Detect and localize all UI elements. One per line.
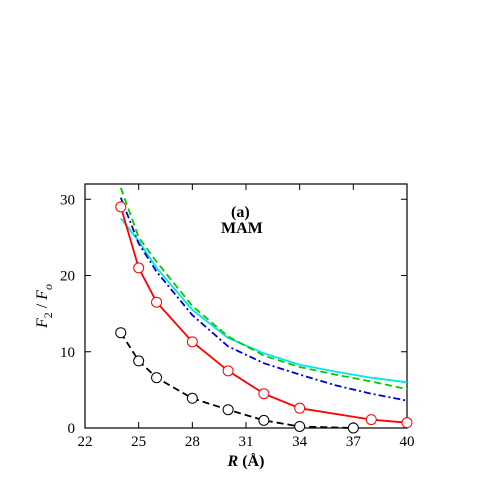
y-axis-label: F2 / Fo xyxy=(34,284,55,329)
y-axis-slash: / xyxy=(34,300,51,312)
series-4-point xyxy=(258,388,270,400)
x-axis-symbol: R xyxy=(227,453,239,470)
y-tick-label: 10 xyxy=(60,345,75,361)
x-tick-label: 28 xyxy=(185,434,200,450)
y-axis-den-sub: o xyxy=(41,284,55,290)
y-axis-den: F xyxy=(34,290,51,301)
series-5-point xyxy=(294,420,306,432)
x-axis-label: R (Å) xyxy=(227,452,265,470)
series-5-point xyxy=(347,422,359,434)
panel-label: (a) xyxy=(231,204,250,221)
series-4-point xyxy=(222,365,234,377)
series-5-point xyxy=(115,327,127,339)
x-tick-label: 37 xyxy=(346,434,362,450)
series-5-point xyxy=(258,414,270,426)
series-group xyxy=(115,187,413,434)
series-4-point xyxy=(186,336,198,348)
x-tick-label: 25 xyxy=(131,434,146,450)
series-4-point xyxy=(115,201,127,213)
y-tick-label: 30 xyxy=(60,192,75,208)
series-5-point xyxy=(186,392,198,404)
x-tick-label: 40 xyxy=(400,434,415,450)
y-axis-num-sub: 2 xyxy=(41,312,55,318)
axis-ticks: 22 25 28 31 34 37 40 0 10 20 30 xyxy=(60,184,415,450)
series-4-point xyxy=(365,414,377,426)
x-tick-label: 31 xyxy=(239,434,254,450)
y-axis-num: F xyxy=(34,318,51,329)
series-line-2 xyxy=(119,187,408,390)
x-tick-label: 34 xyxy=(292,434,308,450)
series-4-point xyxy=(133,262,145,274)
x-tick-label: 22 xyxy=(78,434,93,450)
series-4-point xyxy=(401,417,413,429)
y-tick-label: 0 xyxy=(68,421,76,437)
series-4-point xyxy=(151,296,163,308)
series-line-1 xyxy=(120,217,408,384)
series-5-point xyxy=(133,355,145,367)
y-tick-label: 20 xyxy=(60,269,75,285)
series-5-point xyxy=(151,372,163,384)
series-5-point xyxy=(222,404,234,416)
series-line-3 xyxy=(119,197,408,402)
annotation-label: MAM xyxy=(221,220,263,237)
series-4-point xyxy=(294,402,306,414)
x-axis-unit: (Å) xyxy=(238,452,264,470)
